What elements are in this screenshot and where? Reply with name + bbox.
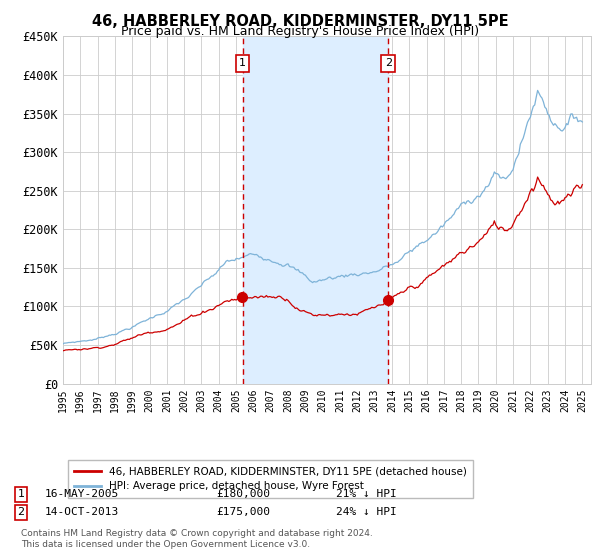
Text: Price paid vs. HM Land Registry's House Price Index (HPI): Price paid vs. HM Land Registry's House … — [121, 25, 479, 38]
Text: £180,000: £180,000 — [216, 489, 270, 500]
Text: 21% ↓ HPI: 21% ↓ HPI — [336, 489, 397, 500]
Text: £175,000: £175,000 — [216, 507, 270, 517]
Legend: 46, HABBERLEY ROAD, KIDDERMINSTER, DY11 5PE (detached house), HPI: Average price: 46, HABBERLEY ROAD, KIDDERMINSTER, DY11 … — [68, 460, 473, 498]
Bar — [242, 36, 388, 384]
Text: 46, HABBERLEY ROAD, KIDDERMINSTER, DY11 5PE: 46, HABBERLEY ROAD, KIDDERMINSTER, DY11 … — [92, 14, 508, 29]
Text: 1: 1 — [17, 489, 25, 500]
Text: Contains HM Land Registry data © Crown copyright and database right 2024.
This d: Contains HM Land Registry data © Crown c… — [21, 529, 373, 549]
Text: 14-OCT-2013: 14-OCT-2013 — [45, 507, 119, 517]
Text: 16-MAY-2005: 16-MAY-2005 — [45, 489, 119, 500]
Text: 1: 1 — [239, 58, 246, 68]
Text: 2: 2 — [17, 507, 25, 517]
Text: 24% ↓ HPI: 24% ↓ HPI — [336, 507, 397, 517]
Text: 2: 2 — [385, 58, 392, 68]
